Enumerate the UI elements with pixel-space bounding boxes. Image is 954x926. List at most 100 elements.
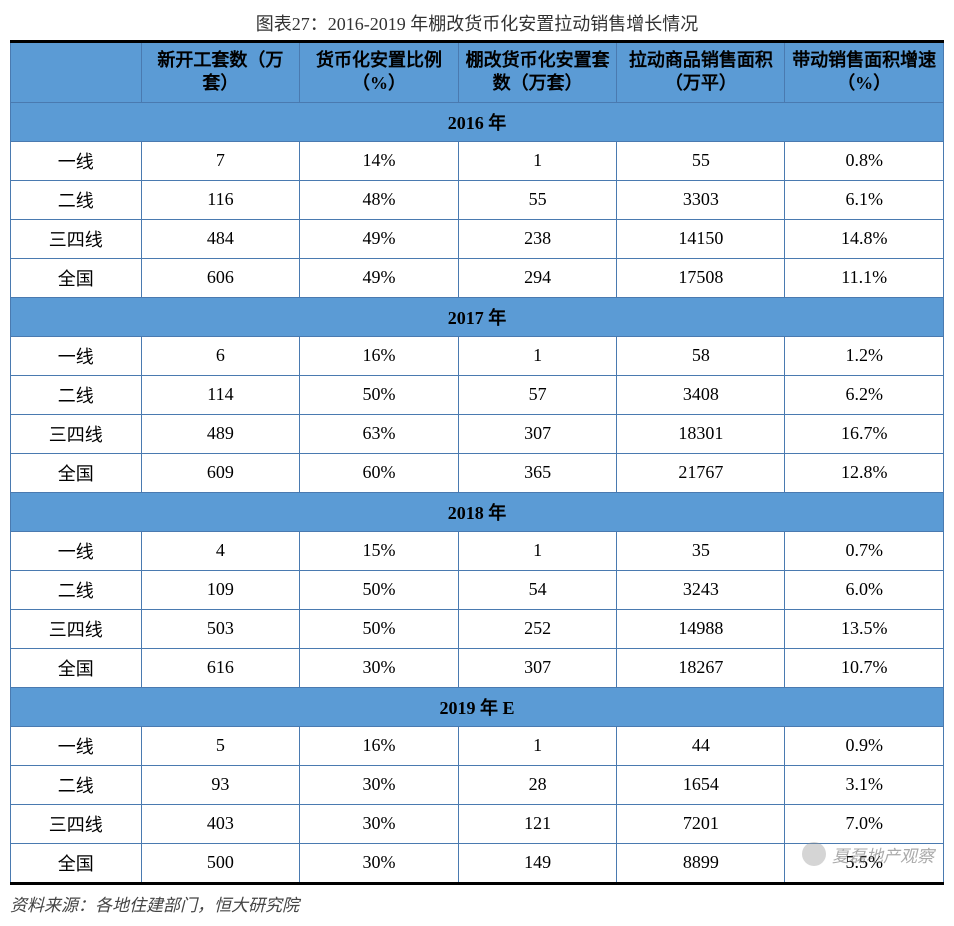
cell: 50%	[300, 375, 459, 414]
cell: 114	[141, 375, 300, 414]
cell: 60%	[300, 453, 459, 492]
table-body: 2016 年一线714%1550.8%二线11648%5533036.1%三四线…	[11, 102, 944, 883]
cell: 11.1%	[785, 258, 944, 297]
cell: 14%	[300, 141, 459, 180]
cell: 307	[458, 648, 617, 687]
row-label: 一线	[11, 141, 142, 180]
cell: 50%	[300, 570, 459, 609]
cell: 1	[458, 141, 617, 180]
cell: 8899	[617, 843, 785, 883]
watermark-icon	[802, 842, 826, 866]
row-label: 二线	[11, 375, 142, 414]
cell: 49%	[300, 258, 459, 297]
cell: 6.0%	[785, 570, 944, 609]
cell: 13.5%	[785, 609, 944, 648]
cell: 63%	[300, 414, 459, 453]
table-row: 二线10950%5432436.0%	[11, 570, 944, 609]
cell: 1.2%	[785, 336, 944, 375]
section-label: 2019 年 E	[11, 687, 944, 726]
row-label: 全国	[11, 648, 142, 687]
col-header-3: 棚改货币化安置套数（万套）	[458, 42, 617, 103]
col-header-2: 货币化安置比例（%）	[300, 42, 459, 103]
cell: 48%	[300, 180, 459, 219]
row-label: 全国	[11, 843, 142, 883]
cell: 6.1%	[785, 180, 944, 219]
table-row: 全国60649%2941750811.1%	[11, 258, 944, 297]
cell: 7.0%	[785, 804, 944, 843]
watermark: 夏磊地产观察	[802, 842, 934, 867]
cell: 30%	[300, 648, 459, 687]
table-row: 二线11648%5533036.1%	[11, 180, 944, 219]
row-label: 二线	[11, 765, 142, 804]
cell: 4	[141, 531, 300, 570]
table-row: 一线714%1550.8%	[11, 141, 944, 180]
cell: 10.7%	[785, 648, 944, 687]
cell: 1	[458, 531, 617, 570]
cell: 7	[141, 141, 300, 180]
cell: 3408	[617, 375, 785, 414]
table-container: 新开工套数（万套） 货币化安置比例（%） 棚改货币化安置套数（万套） 拉动商品销…	[10, 40, 944, 885]
col-header-5: 带动销售面积增速（%）	[785, 42, 944, 103]
cell: 238	[458, 219, 617, 258]
cell: 403	[141, 804, 300, 843]
cell: 14988	[617, 609, 785, 648]
cell: 49%	[300, 219, 459, 258]
cell: 109	[141, 570, 300, 609]
cell: 93	[141, 765, 300, 804]
col-header-1: 新开工套数（万套）	[141, 42, 300, 103]
cell: 21767	[617, 453, 785, 492]
cell: 149	[458, 843, 617, 883]
cell: 294	[458, 258, 617, 297]
cell: 3303	[617, 180, 785, 219]
table-row: 三四线40330%12172017.0%	[11, 804, 944, 843]
cell: 44	[617, 726, 785, 765]
row-label: 一线	[11, 336, 142, 375]
table-row: 一线616%1581.2%	[11, 336, 944, 375]
table-row: 二线11450%5734086.2%	[11, 375, 944, 414]
cell: 307	[458, 414, 617, 453]
data-table: 新开工套数（万套） 货币化安置比例（%） 棚改货币化安置套数（万套） 拉动商品销…	[10, 40, 944, 885]
cell: 5	[141, 726, 300, 765]
cell: 484	[141, 219, 300, 258]
cell: 1	[458, 726, 617, 765]
cell: 6.2%	[785, 375, 944, 414]
table-row: 二线9330%2816543.1%	[11, 765, 944, 804]
cell: 609	[141, 453, 300, 492]
row-label: 全国	[11, 258, 142, 297]
cell: 16.7%	[785, 414, 944, 453]
cell: 500	[141, 843, 300, 883]
table-row: 三四线48449%2381415014.8%	[11, 219, 944, 258]
cell: 12.8%	[785, 453, 944, 492]
watermark-text: 夏磊地产观察	[832, 842, 934, 867]
section-label: 2018 年	[11, 492, 944, 531]
row-label: 二线	[11, 570, 142, 609]
cell: 30%	[300, 843, 459, 883]
cell: 0.9%	[785, 726, 944, 765]
section-label: 2017 年	[11, 297, 944, 336]
chart-title: 图表27：2016-2019 年棚改货币化安置拉动销售增长情况	[10, 10, 944, 36]
table-row: 三四线48963%3071830116.7%	[11, 414, 944, 453]
cell: 58	[617, 336, 785, 375]
row-label: 三四线	[11, 219, 142, 258]
cell: 489	[141, 414, 300, 453]
cell: 55	[458, 180, 617, 219]
section-label: 2016 年	[11, 102, 944, 141]
row-label: 二线	[11, 180, 142, 219]
row-label: 三四线	[11, 414, 142, 453]
cell: 0.8%	[785, 141, 944, 180]
table-row: 全国61630%3071826710.7%	[11, 648, 944, 687]
cell: 503	[141, 609, 300, 648]
cell: 35	[617, 531, 785, 570]
cell: 14150	[617, 219, 785, 258]
cell: 18301	[617, 414, 785, 453]
cell: 30%	[300, 765, 459, 804]
cell: 0.7%	[785, 531, 944, 570]
row-label: 一线	[11, 531, 142, 570]
table-row: 全国60960%3652176712.8%	[11, 453, 944, 492]
cell: 1654	[617, 765, 785, 804]
cell: 15%	[300, 531, 459, 570]
cell: 116	[141, 180, 300, 219]
cell: 606	[141, 258, 300, 297]
col-header-0	[11, 42, 142, 103]
cell: 14.8%	[785, 219, 944, 258]
